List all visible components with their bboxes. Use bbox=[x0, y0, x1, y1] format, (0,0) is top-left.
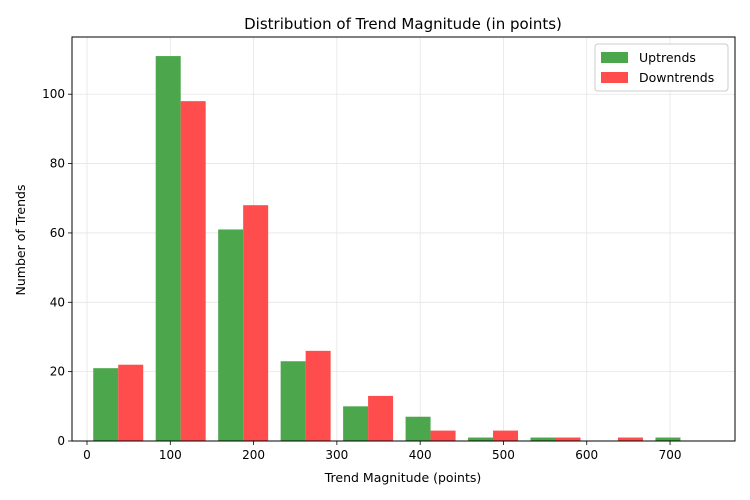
bar-downtrends bbox=[617, 437, 643, 441]
plot-frame bbox=[71, 36, 736, 442]
legend-label: Uptrends bbox=[639, 50, 696, 65]
x-tick-label: 700 bbox=[659, 448, 682, 462]
x-tick-label: 500 bbox=[492, 448, 515, 462]
bar-downtrends bbox=[118, 364, 144, 441]
chart-title: Distribution of Trend Magnitude (in poin… bbox=[244, 15, 562, 33]
legend-label: Downtrends bbox=[639, 70, 714, 85]
bar-uptrends bbox=[343, 406, 369, 441]
y-axis: 0 20 40 60 80 100 bbox=[42, 87, 72, 448]
y-tick-label: 80 bbox=[50, 157, 65, 171]
bar-downtrends bbox=[493, 430, 519, 441]
legend-box bbox=[594, 43, 729, 92]
bar-uptrends bbox=[155, 56, 181, 441]
y-tick-label: 20 bbox=[50, 365, 65, 379]
x-tick-label: 200 bbox=[242, 448, 265, 462]
bar-downtrends bbox=[430, 430, 456, 441]
x-tick-label: 300 bbox=[325, 448, 348, 462]
bar-downtrends bbox=[555, 437, 581, 441]
legend-swatch bbox=[601, 52, 628, 63]
x-axis: 0 100 200 300 400 500 600 700 bbox=[83, 441, 681, 462]
x-axis-label: Trend Magnitude (points) bbox=[324, 470, 482, 485]
legend: Uptrends Downtrends bbox=[594, 43, 729, 92]
bar-downtrends bbox=[305, 350, 331, 441]
bar-uptrends bbox=[530, 437, 556, 441]
bar-uptrends bbox=[468, 437, 494, 441]
bar-uptrends bbox=[655, 437, 681, 441]
bar-uptrends bbox=[93, 368, 119, 441]
bar-uptrends bbox=[280, 361, 306, 441]
y-tick-label: 100 bbox=[42, 87, 65, 101]
bar-uptrends bbox=[218, 229, 244, 441]
y-tick-label: 60 bbox=[50, 226, 65, 240]
y-tick-label: 0 bbox=[57, 434, 65, 448]
legend-swatch bbox=[601, 72, 628, 83]
x-tick-label: 600 bbox=[575, 448, 598, 462]
y-tick-label: 40 bbox=[50, 295, 65, 309]
x-tick-label: 400 bbox=[409, 448, 432, 462]
x-tick-label: 100 bbox=[159, 448, 182, 462]
bars bbox=[93, 56, 681, 441]
bar-uptrends bbox=[405, 416, 431, 441]
bar-downtrends bbox=[368, 395, 394, 441]
x-tick-label: 0 bbox=[83, 448, 91, 462]
y-axis-label: Number of Trends bbox=[13, 185, 28, 296]
bar-downtrends bbox=[180, 101, 206, 441]
bar-downtrends bbox=[243, 205, 269, 441]
